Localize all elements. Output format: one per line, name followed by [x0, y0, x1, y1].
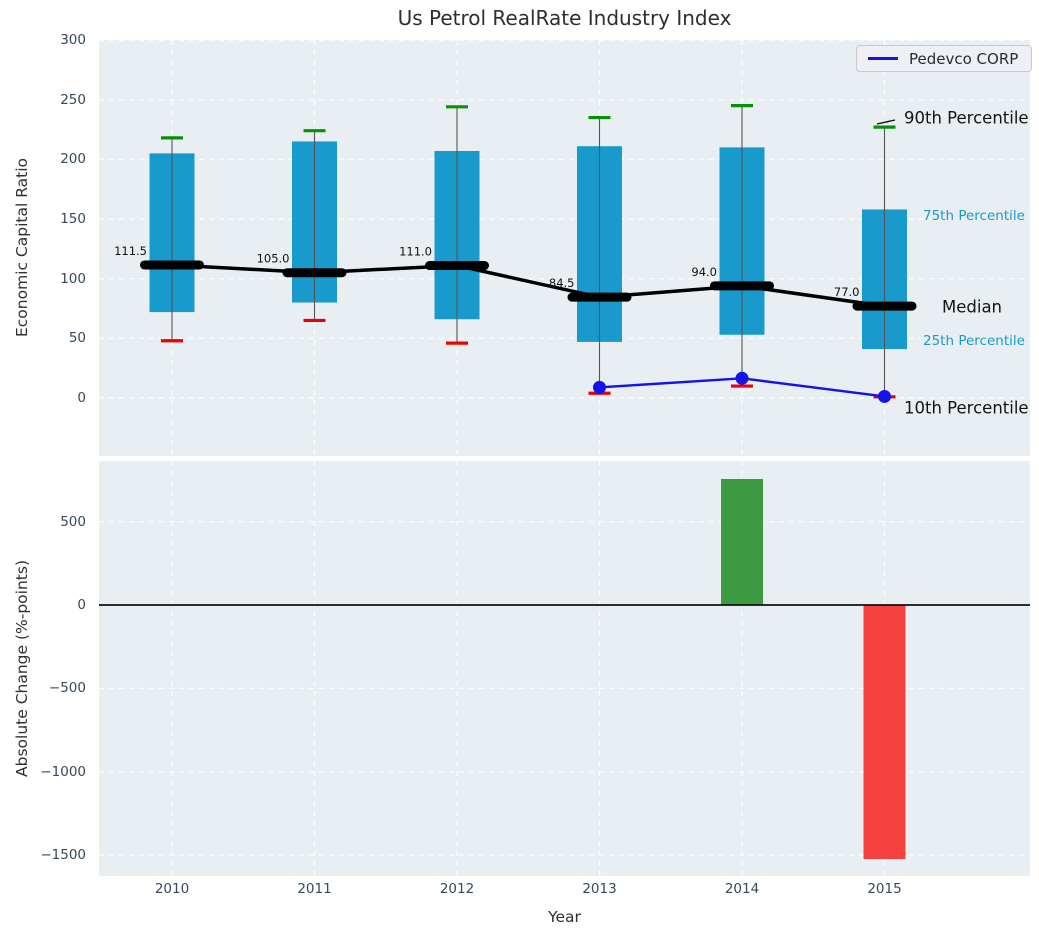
- x-tick-label: 2013: [582, 881, 617, 897]
- y-tick-label: 250: [60, 91, 86, 108]
- change-bar-2015: [863, 605, 906, 860]
- company-point: [878, 389, 891, 403]
- y-tick-label: 200: [60, 151, 86, 168]
- median-bar-2015: [852, 301, 917, 311]
- y-tick-label: −500: [48, 680, 86, 697]
- change-bar-chart: [99, 461, 1030, 876]
- change-bar-2014: [721, 479, 763, 606]
- median-bar-2013: [567, 292, 632, 302]
- median-bar-2014: [710, 281, 774, 291]
- legend: Pedevco CORP: [856, 45, 1033, 72]
- median-bar-2012: [425, 261, 489, 271]
- absolute-change-plot: [99, 461, 1030, 876]
- annotation-25th-percentile: 25th Percentile: [923, 333, 1025, 349]
- chart-title: Us Petrol RealRate Industry Index: [397, 6, 732, 30]
- x-tick-label: 2011: [297, 881, 332, 897]
- annotation-connector: [876, 119, 896, 125]
- median-bar-2011: [282, 268, 347, 278]
- company-point: [593, 380, 606, 394]
- y-tick-label: 0: [77, 597, 86, 613]
- median-value-label: 77.0: [834, 285, 860, 299]
- y-tick-label: 300: [60, 32, 86, 48]
- annotation-10th-percentile: 10th Percentile: [904, 398, 1029, 418]
- y-tick-label: 500: [60, 513, 86, 530]
- median-value-label: 111.5: [114, 244, 147, 258]
- legend-line-sample: [868, 57, 898, 60]
- annotation-75th-percentile: 75th Percentile: [923, 208, 1025, 224]
- median-value-label: 84.5: [549, 276, 575, 290]
- x-tick-label: 2015: [867, 881, 902, 897]
- y-tick-label: −1500: [40, 847, 86, 863]
- x-tick-label: 2012: [439, 881, 475, 897]
- y-tick-label: −1000: [40, 763, 86, 780]
- x-tick-labels: 2010 2011 2012 2013 2014 2015: [99, 881, 1030, 901]
- top-y-tick-labels: 300 250 200 150 100 50 0: [0, 32, 93, 456]
- company-point: [735, 371, 749, 385]
- median-value-label: 105.0: [257, 252, 290, 266]
- capital-ratio-plot: 111.5 105.0 111.0 84.5 94.0 77.0 90th Percent…: [99, 40, 1033, 456]
- x-tick-label: 2014: [724, 881, 760, 897]
- legend-label: Pedevco CORP: [909, 49, 1019, 68]
- y-tick-label: 150: [60, 210, 86, 227]
- median-bar-2010: [140, 260, 204, 270]
- median-value-label: 111.0: [399, 245, 432, 259]
- bottom-y-tick-labels: 500 0 −500 −1000 −1500: [0, 461, 93, 876]
- annotation-90th-percentile: 90th Percentile: [904, 108, 1029, 128]
- y-tick-label: 50: [68, 330, 86, 347]
- y-tick-label: 0: [77, 389, 86, 406]
- annotation-median: Median: [942, 297, 1003, 317]
- median-line: [171, 263, 885, 308]
- median-value-label: 94.0: [691, 265, 717, 279]
- x-axis-label: Year: [548, 908, 581, 926]
- x-tick-label: 2010: [154, 881, 190, 897]
- box-percentile-chart: 111.5 105.0 111.0 84.5 94.0 77.0: [99, 40, 1030, 456]
- y-tick-label: 100: [60, 270, 86, 287]
